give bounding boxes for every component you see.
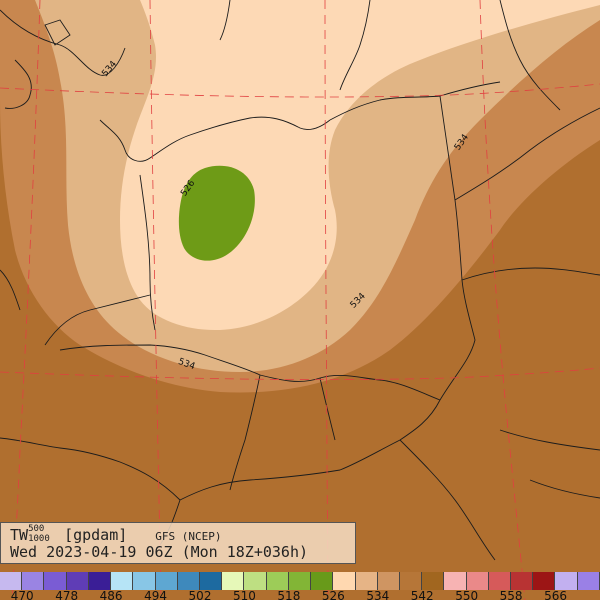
colorbar-label: 494 — [144, 590, 167, 600]
colorbar-label: 558 — [499, 590, 523, 600]
level-fraction: 500 1000 — [28, 524, 56, 544]
level-top: 500 — [28, 524, 45, 534]
colorbar-swatch — [333, 572, 356, 590]
colorbar-swatch — [288, 572, 312, 590]
colorbar-label: 550 — [455, 590, 479, 600]
colorbar-label: 566 — [544, 590, 567, 600]
colorbar-swatch — [466, 572, 489, 590]
colorbar-label: 534 — [366, 590, 390, 600]
band-518-526 — [120, 0, 600, 330]
colorbar-label: 510 — [232, 590, 256, 600]
colorbar-label: 526 — [321, 590, 345, 600]
colorbar-label: 502 — [188, 590, 212, 600]
level-bottom: 1000 — [28, 534, 50, 544]
colorbar-swatch — [311, 572, 334, 590]
colorbar-swatch — [222, 572, 245, 590]
map-info-box: TW 500 1000 [gpdam] GFS (NCEP) Wed 2023-04-1… — [0, 522, 356, 564]
colorbar-swatch — [199, 572, 223, 590]
colorbar-swatch — [377, 572, 400, 590]
colorbar-swatch — [111, 572, 134, 590]
colorbar-swatch — [155, 572, 178, 590]
info-title-line: TW 500 1000 [gpdam] GFS (NCEP) — [10, 524, 222, 544]
country-borders — [0, 0, 600, 561]
valid-time: Wed 2023-04-19 06Z (Mon 18Z+036h) — [10, 543, 309, 561]
colorbar-swatch — [399, 572, 423, 590]
colorbar-swatch — [66, 572, 89, 590]
colorbar-labels: 470 478 486 494 502 510 518 526 534 542 550 558 566 — [0, 590, 600, 600]
colorbar-swatch — [22, 572, 45, 590]
variable-unit: [gpdam] — [64, 526, 128, 544]
colorbar-label: 542 — [410, 590, 434, 600]
band-510-518 — [178, 165, 255, 261]
colorbar-swatch — [555, 572, 578, 590]
colorbar-swatch — [422, 572, 445, 590]
colorbar-label: 518 — [277, 590, 301, 600]
colorbar-swatch — [266, 572, 289, 590]
colorbar-swatch — [177, 572, 200, 590]
colorbar-label: 478 — [55, 590, 79, 600]
colorbar-label: 486 — [99, 590, 123, 600]
colorbar-swatch — [0, 572, 23, 590]
colorbar-label: 470 — [10, 590, 34, 600]
colorbar-swatch — [355, 572, 378, 590]
colorbar-swatch — [511, 572, 534, 590]
colorbar-swatch — [488, 572, 512, 590]
variable-name: TW — [10, 526, 29, 544]
colorbar-swatch — [44, 572, 67, 590]
colorbar-swatch — [577, 572, 600, 590]
colorbar-swatch — [244, 572, 267, 590]
model-name: GFS (NCEP) — [155, 530, 222, 543]
colorbar — [0, 572, 600, 590]
colorbar-swatch — [88, 572, 112, 590]
colorbar-swatch — [444, 572, 467, 590]
colorbar-swatch — [533, 572, 556, 590]
colorbar-swatch — [133, 572, 156, 590]
